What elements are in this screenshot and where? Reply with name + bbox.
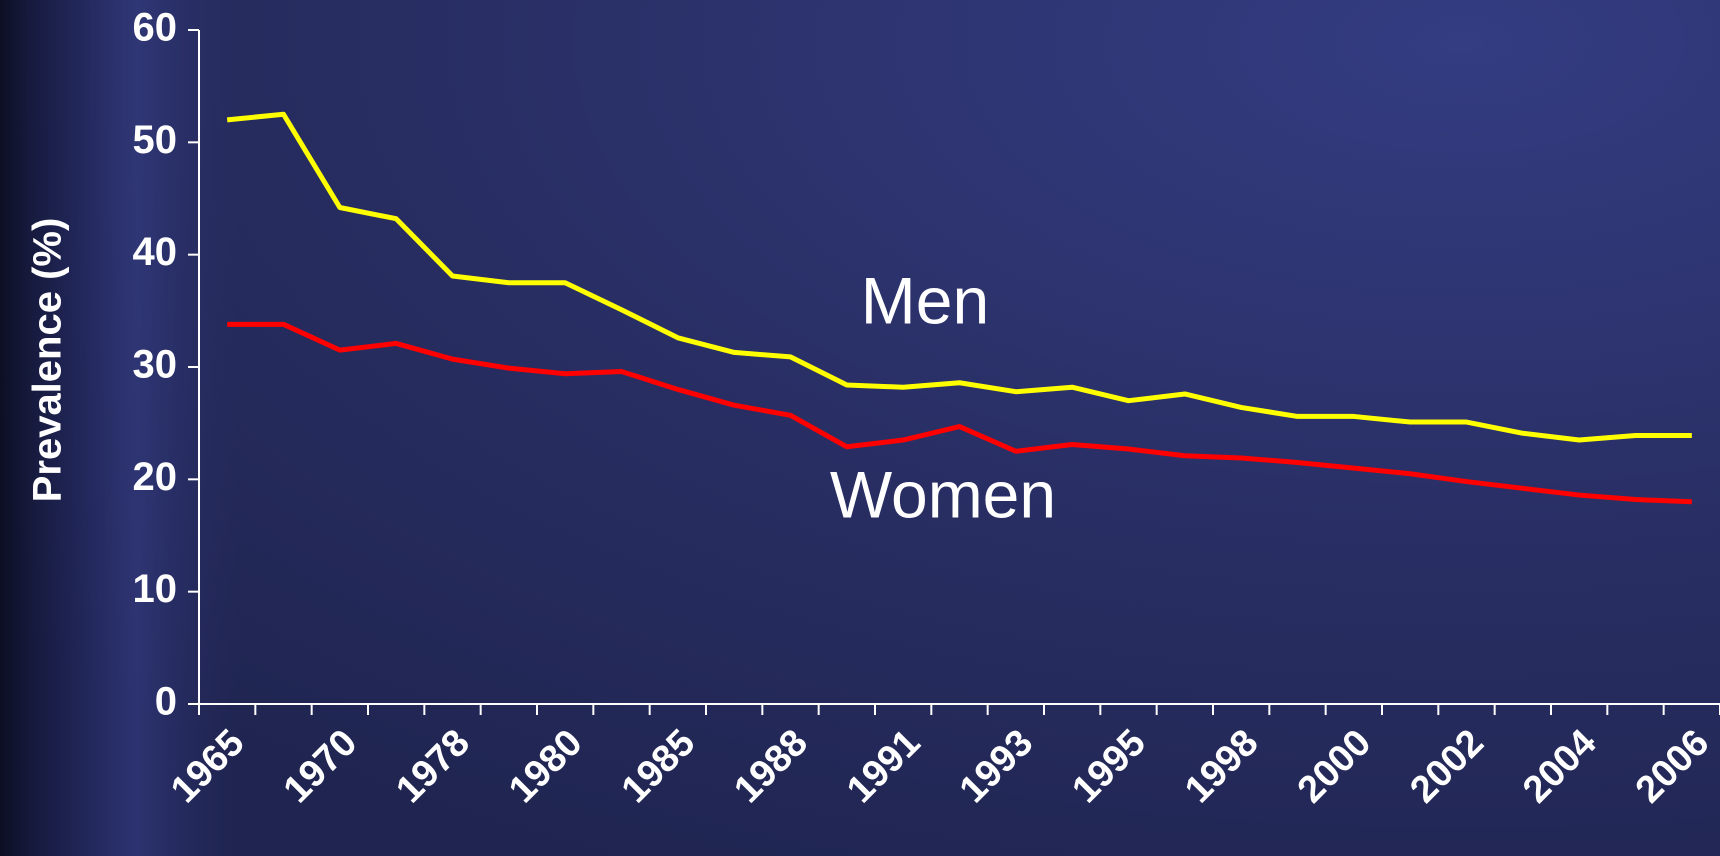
line-series [226, 111, 1692, 443]
y-tick-label: 30 [133, 343, 178, 387]
y-tick-label: 20 [133, 455, 178, 499]
series-label: Men [861, 263, 989, 337]
y-tick-label: 10 [133, 567, 178, 611]
line-series [227, 321, 1692, 505]
y-tick-label: 40 [133, 230, 178, 274]
y-tick-label: 50 [133, 118, 178, 162]
y-tick-label: 0 [155, 680, 177, 724]
series-label: Women [830, 457, 1056, 531]
y-tick-label: 60 [133, 6, 178, 50]
y-axis-label: Prevalence (%) [26, 218, 70, 503]
